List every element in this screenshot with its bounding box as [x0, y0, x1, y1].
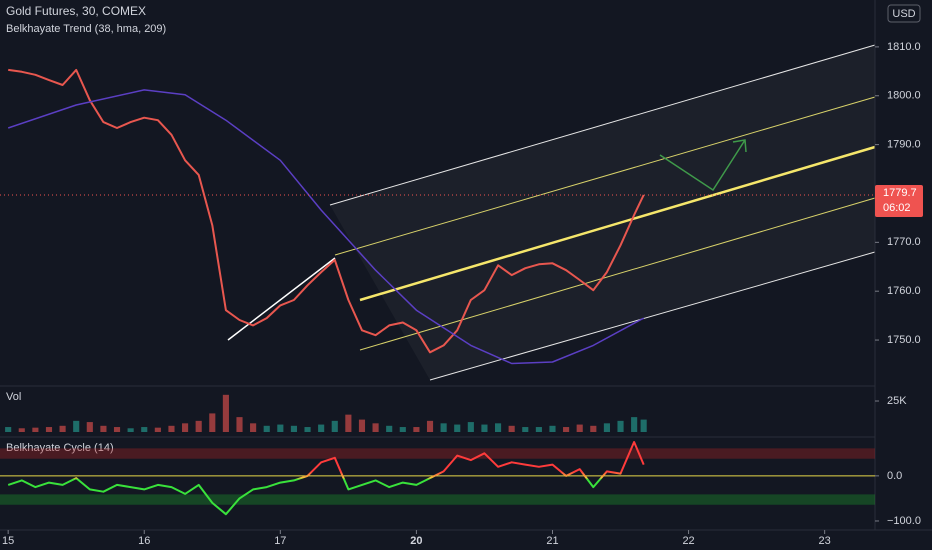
volume-bar	[631, 417, 638, 432]
volume-bar	[386, 425, 393, 432]
volume-bar	[481, 424, 488, 432]
channel-line	[359, 197, 876, 351]
channel-drawings	[227, 44, 876, 381]
x-tick-label: 15	[2, 535, 14, 547]
y-tick-label: 0.0	[887, 470, 902, 482]
volume-bar	[494, 423, 502, 432]
volume-bar	[372, 423, 379, 432]
volume-label: Vol	[6, 391, 21, 403]
indicator-label: Belkhayate Trend (38, hma, 209)	[6, 23, 166, 35]
currency-label[interactable]: USD	[892, 8, 915, 20]
x-tick-label: 21	[546, 535, 558, 547]
volume-bar	[59, 425, 66, 432]
volume-bar	[5, 427, 12, 432]
volume-bar	[590, 425, 597, 432]
x-tick-label: 23	[819, 535, 831, 547]
x-tick-label: 20	[410, 535, 422, 547]
channel-line	[334, 96, 876, 256]
series-line	[7, 89, 645, 365]
volume-bar	[168, 425, 175, 432]
volume-bar	[399, 427, 406, 432]
volume-bar	[345, 414, 352, 432]
volume-bar	[236, 417, 243, 432]
volume-bar	[209, 413, 216, 432]
countdown-label: 06:02	[883, 202, 911, 214]
y-tick-label: 1800.0	[887, 90, 921, 102]
volume-bar	[100, 425, 107, 432]
volume-bar	[508, 425, 515, 432]
volume-bar	[331, 420, 338, 432]
volume-bar	[617, 420, 624, 432]
volume-bar	[73, 420, 80, 432]
volume-bar	[454, 424, 461, 432]
volume-bar	[549, 425, 556, 432]
base-line	[227, 257, 336, 341]
volume-bar	[603, 423, 610, 432]
series-line	[8, 68, 645, 354]
volume-bar	[32, 427, 39, 432]
volume-bar	[535, 427, 542, 432]
cycle-label: Belkhayate Cycle (14)	[6, 442, 114, 454]
y-tick-label: 1810.0	[887, 41, 921, 53]
chart-title: Gold Futures, 30, COMEX	[6, 4, 146, 18]
y-tick-label: 1770.0	[887, 236, 921, 248]
volume-bar	[522, 427, 529, 432]
cycle-band	[0, 448, 875, 459]
channel-line	[329, 44, 876, 206]
volume-bar	[141, 427, 148, 432]
volume-bar	[195, 420, 202, 432]
volume-bar	[318, 424, 325, 432]
cycle-band	[0, 494, 875, 505]
volume-bar	[358, 419, 366, 432]
x-tick-label: 17	[274, 535, 286, 547]
series-line	[7, 441, 645, 516]
volume-bar	[304, 427, 311, 432]
x-tick-label: 16	[138, 535, 150, 547]
volume-bar	[45, 427, 53, 432]
volume-bar	[426, 420, 434, 432]
last-price-box	[875, 184, 923, 217]
volume-bar	[440, 423, 447, 432]
y-tick-label: 1760.0	[887, 285, 921, 297]
y-tick-label: 25K	[887, 395, 907, 407]
volume-bar	[576, 424, 583, 432]
volume-bar	[127, 428, 134, 432]
volume-bar	[563, 427, 570, 432]
volume-bar	[250, 423, 257, 432]
channel-fill	[330, 45, 875, 380]
volume-bar	[154, 427, 161, 432]
volume-bar	[263, 425, 270, 432]
channel-line	[429, 251, 876, 381]
y-tick-label: −100.0	[887, 515, 921, 527]
channel-center	[359, 145, 876, 302]
volume-bar	[640, 419, 647, 432]
volume-bar	[182, 423, 189, 432]
volume-bar	[413, 427, 420, 432]
volume-bar	[277, 424, 284, 432]
arrow-head	[732, 139, 747, 153]
last-price-label: 1779.7	[883, 187, 917, 199]
y-tick-label: 1790.0	[887, 139, 921, 151]
volume-bar	[467, 422, 474, 432]
x-tick-label: 22	[682, 535, 694, 547]
volume-bar	[86, 422, 93, 432]
volume-bar	[18, 428, 25, 432]
volume-bar	[222, 394, 229, 432]
forecast-arrow	[659, 139, 746, 192]
volume-bar	[290, 425, 297, 432]
volume-bar	[113, 427, 121, 432]
y-tick-label: 1750.0	[887, 334, 921, 346]
currency-button[interactable]	[887, 4, 921, 23]
